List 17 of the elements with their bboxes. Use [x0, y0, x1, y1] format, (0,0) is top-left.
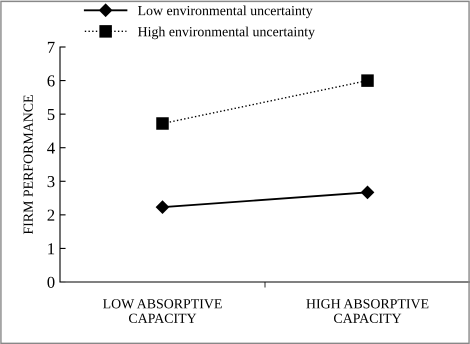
point: [360, 186, 374, 199]
y-axis-title: FIRM PERFORMANCE: [24, 95, 33, 234]
y-tick-label: 5: [48, 109, 54, 120]
y-tick-label: 6: [48, 75, 55, 87]
x-tick-label: LOW ABSORPTIVE CAPACITY: [103, 299, 222, 323]
y-tick-label: 2: [48, 210, 54, 221]
point: [156, 200, 170, 214]
y-tick-label: 7: [48, 42, 55, 53]
y-tick-label: 0: [47, 276, 55, 288]
y-tick-label: 1: [48, 243, 54, 254]
point: [361, 74, 374, 87]
x-tick-label: HIGH ABSORPTIVE CAPACITY: [306, 299, 428, 323]
legend-label: High environmental uncertainty: [138, 26, 315, 40]
legend-label: Low environmental uncertainty: [138, 6, 313, 18]
y-tick-label: 4: [47, 142, 55, 154]
point: [156, 117, 169, 130]
y-tick-label: 3: [48, 176, 54, 188]
